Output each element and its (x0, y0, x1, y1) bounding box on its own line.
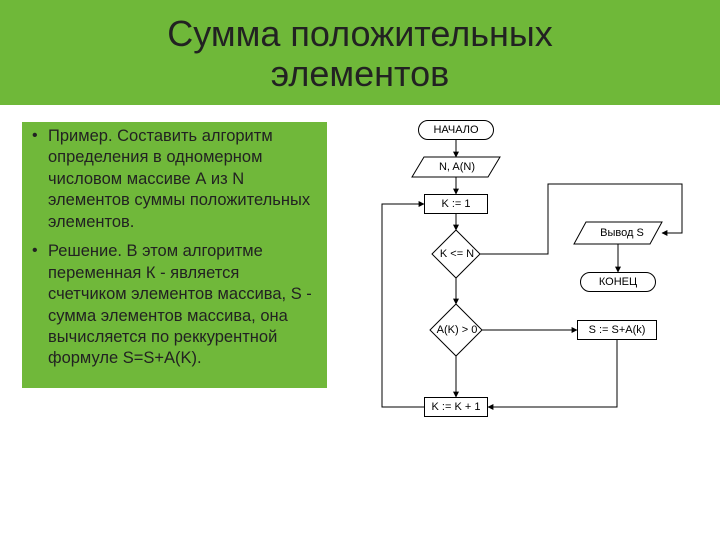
flowchart: НАЧАЛО K := 1 K := K + 1 КОНЕЦ S := S+A(… (352, 112, 712, 540)
node-initK-label: K := 1 (441, 198, 470, 210)
node-output-label: Вывод S (592, 227, 652, 239)
node-sumS: S := S+A(k) (577, 320, 657, 340)
node-incK: K := K + 1 (424, 397, 488, 417)
node-input-label: N, A(N) (432, 161, 482, 173)
content-area: Пример. Составить алгоритм определения в… (0, 112, 720, 540)
node-start: НАЧАЛО (418, 120, 494, 140)
flowchart-lines (352, 112, 712, 540)
node-sumS-label: S := S+A(k) (589, 324, 646, 336)
title-band: Сумма положительных элементов (0, 0, 720, 105)
left-text-panel: Пример. Составить алгоритм определения в… (22, 122, 327, 388)
node-end: КОНЕЦ (580, 272, 656, 292)
node-cond2-label: A(K) > 0 (434, 324, 480, 336)
title-line2: элементов (271, 53, 450, 94)
node-end-label: КОНЕЦ (599, 276, 637, 288)
bullet-2: Решение. В этом алгоритме переменная К -… (32, 241, 317, 370)
node-cond1-label: K <= N (437, 248, 477, 260)
node-start-label: НАЧАЛО (433, 124, 478, 136)
bullet-1: Пример. Составить алгоритм определения в… (32, 126, 317, 233)
node-incK-label: K := K + 1 (432, 401, 481, 413)
page-title: Сумма положительных элементов (0, 14, 720, 95)
node-initK: K := 1 (424, 194, 488, 214)
title-line1: Сумма положительных (167, 13, 553, 54)
